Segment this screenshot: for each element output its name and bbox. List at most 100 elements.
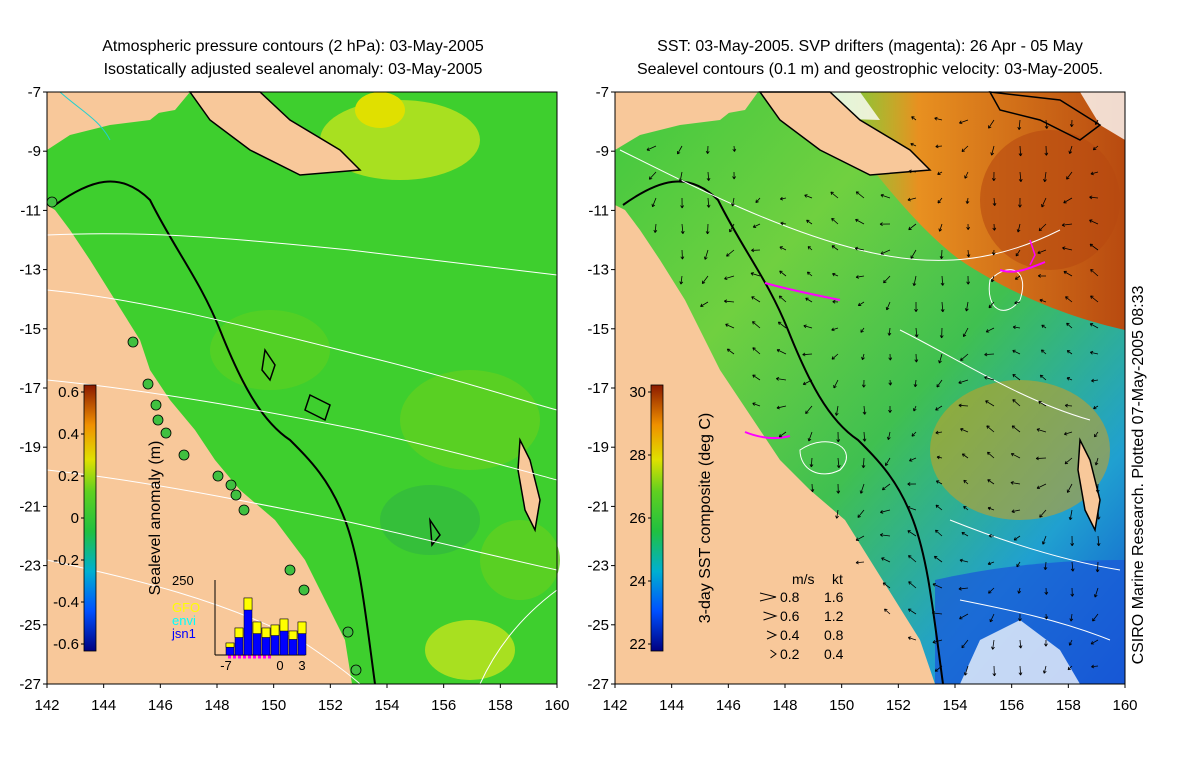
velocity-arrow bbox=[986, 451, 995, 459]
velocity-arrow bbox=[1036, 428, 1047, 433]
velocity-arrow bbox=[985, 327, 995, 333]
velocity-arrow bbox=[1096, 509, 1101, 520]
velocity-arrow bbox=[907, 530, 917, 537]
velocity-arrow bbox=[909, 457, 917, 462]
lat-tick-label: -19 bbox=[587, 439, 609, 456]
velocity-arrow bbox=[880, 193, 891, 199]
lon-tick-label: 142 bbox=[34, 697, 59, 714]
inset-legend-envi: envi bbox=[172, 613, 196, 628]
velocity-legend-header-kt: kt bbox=[832, 571, 843, 587]
velocity-arrow bbox=[678, 171, 683, 182]
velocity-arrow bbox=[935, 405, 943, 411]
velocity-arrow bbox=[752, 402, 761, 407]
velocity-arrow bbox=[1044, 145, 1049, 156]
velocity-arrow bbox=[705, 223, 710, 235]
velocity-legend-arrow bbox=[759, 592, 777, 602]
velocity-arrow bbox=[963, 479, 969, 485]
velocity-arrow bbox=[963, 665, 969, 676]
velocity-arrow bbox=[933, 555, 943, 563]
lat-tick-label: -9 bbox=[28, 143, 41, 160]
velocity-arrow bbox=[959, 558, 969, 563]
velocity-arrow bbox=[807, 246, 813, 251]
colorbar-tick-label: 0 bbox=[71, 510, 79, 527]
velocity-arrow bbox=[1013, 535, 1021, 541]
velocity-arrow bbox=[1066, 350, 1073, 355]
velocity-arrow bbox=[755, 197, 761, 204]
velocity-arrow bbox=[914, 353, 919, 363]
velocity-arrow bbox=[888, 353, 893, 361]
velocity-arrow bbox=[803, 324, 813, 329]
velocity-arrow bbox=[855, 535, 865, 541]
velocity-arrow bbox=[731, 197, 735, 207]
velocity-arrow bbox=[1089, 219, 1099, 225]
velocity-arrow bbox=[706, 171, 711, 181]
velocity-arrow bbox=[907, 608, 917, 615]
velocity-arrow bbox=[1089, 323, 1099, 329]
velocity-arrow bbox=[1092, 613, 1099, 622]
velocity-arrow bbox=[966, 275, 971, 285]
velocity-arrow bbox=[965, 197, 970, 204]
velocity-arrow bbox=[935, 504, 943, 511]
right-colorbar-label: 3-day SST composite (deg C) bbox=[697, 413, 714, 623]
velocity-arrow bbox=[1068, 509, 1073, 521]
velocity-arrow bbox=[1039, 509, 1047, 518]
velocity-arrow bbox=[1094, 457, 1099, 466]
velocity-arrow bbox=[751, 248, 761, 253]
inset-bar-gfo bbox=[252, 621, 262, 634]
lat-tick-label: -27 bbox=[19, 676, 41, 693]
velocity-arrow bbox=[961, 145, 969, 153]
velocity-arrow bbox=[832, 272, 839, 277]
colorbar-tick-label: 0.6 bbox=[58, 384, 79, 401]
velocity-arrow bbox=[907, 482, 917, 486]
velocity-arrow bbox=[862, 431, 867, 442]
velocity-arrow bbox=[887, 327, 892, 336]
velocity-arrow bbox=[855, 275, 865, 279]
right-colorbar: 30 28 26 24 22 3-day SST composite (deg C) bbox=[629, 384, 714, 653]
velocity-arrow bbox=[988, 587, 995, 594]
lat-tick-label: -7 bbox=[28, 84, 41, 101]
velocity-arrow bbox=[913, 379, 918, 388]
velocity-arrow bbox=[724, 275, 735, 280]
velocity-arrow bbox=[779, 270, 787, 277]
velocity-arrow bbox=[1012, 349, 1021, 355]
velocity-arrow bbox=[1041, 535, 1047, 545]
velocity-arrow bbox=[940, 301, 945, 313]
velocity-arrow bbox=[879, 222, 891, 227]
velocity-arrow bbox=[1064, 403, 1073, 408]
velocity-arrow bbox=[857, 301, 865, 307]
velocity-arrow bbox=[1070, 535, 1075, 547]
velocity-arrow bbox=[1090, 639, 1099, 645]
velocity-arrow bbox=[1096, 535, 1101, 547]
lon-tick-label: 154 bbox=[942, 697, 967, 714]
velocity-arrow bbox=[835, 509, 839, 519]
left-colorbar: 0.6 0.4 0.2 0 -0.2 -0.4 -0.6 Sealevel anomaly … bbox=[53, 384, 164, 653]
velocity-legend-kt: 0.4 bbox=[824, 646, 844, 662]
velocity-arrow bbox=[960, 353, 969, 361]
velocity-arrow bbox=[961, 531, 969, 537]
velocity-arrow bbox=[984, 352, 995, 357]
velocity-arrow bbox=[830, 191, 839, 199]
velocity-arrow bbox=[806, 219, 813, 225]
velocity-arrow bbox=[935, 144, 943, 149]
velocity-arrow bbox=[680, 249, 685, 260]
velocity-arrow bbox=[991, 249, 996, 256]
lat-tick-label: -23 bbox=[19, 558, 41, 575]
velocity-arrow bbox=[1044, 639, 1048, 647]
inset-bar-gfo bbox=[270, 624, 280, 636]
velocity-arrow bbox=[1041, 324, 1047, 329]
velocity-arrow bbox=[1011, 509, 1021, 514]
inset-x-tick: -7 bbox=[220, 658, 232, 673]
velocity-arrow bbox=[1062, 246, 1073, 251]
lon-tick-label: 158 bbox=[488, 697, 513, 714]
velocity-arrow bbox=[1017, 119, 1022, 130]
velocity-arrow bbox=[1093, 405, 1099, 410]
velocity-arrow bbox=[857, 509, 865, 518]
velocity-arrow bbox=[1092, 145, 1099, 151]
velocity-arrow bbox=[908, 169, 917, 174]
colorbar-tick-label: -0.4 bbox=[53, 594, 79, 611]
lon-tick-label: 152 bbox=[318, 697, 343, 714]
velocity-arrow bbox=[862, 405, 867, 415]
inset-legend-jsn1: jsn1 bbox=[171, 626, 196, 641]
